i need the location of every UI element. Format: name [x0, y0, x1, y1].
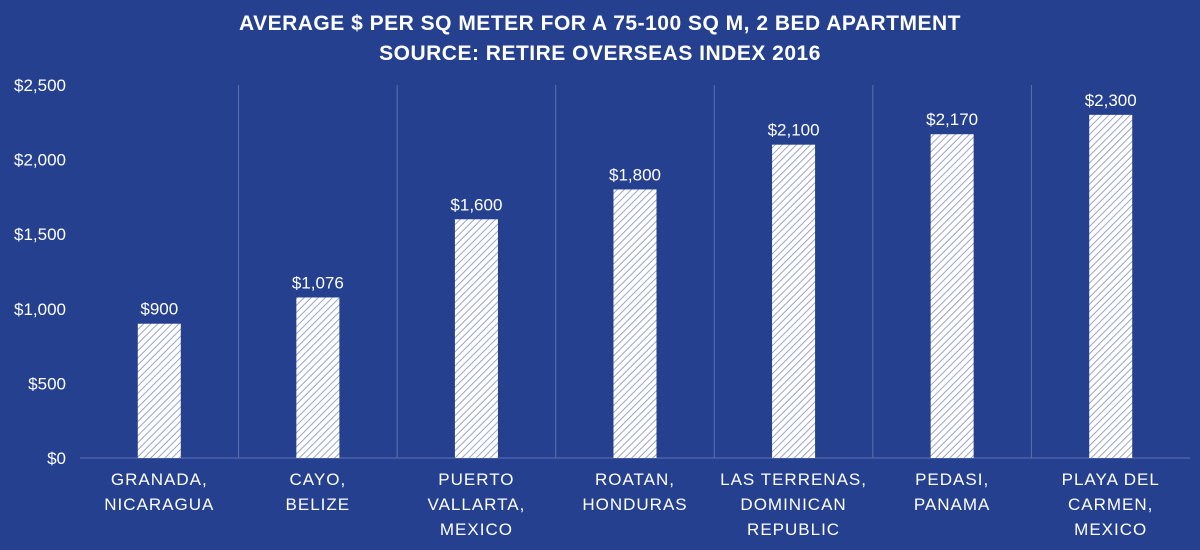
data-label: $1,076 — [292, 273, 344, 292]
x-tick-label: REPUBLIC — [747, 520, 840, 539]
data-labels: $900 $1,076 $1,600 $1,800 $2,100 $2,170 $2,300 — [140, 91, 1136, 319]
x-tick-label: PANAMA — [914, 495, 991, 514]
y-tick-label: $2,000 — [14, 151, 66, 170]
x-tick-label: HONDURAS — [582, 495, 687, 514]
x-tick-label: GRANADA, — [111, 470, 208, 489]
bars — [137, 114, 1133, 458]
x-tick-label: NICARAGUA — [104, 495, 214, 514]
data-label: $2,100 — [768, 121, 820, 140]
x-tick-label: BELIZE — [286, 495, 351, 514]
y-tick-label: $2,500 — [14, 76, 66, 95]
chart-title-line-1: AVERAGE $ PER SQ METER FOR A 75-100 SQ M… — [239, 12, 961, 35]
bar — [1089, 114, 1133, 458]
bar — [930, 134, 974, 458]
x-tick-label: MEXICO — [1074, 520, 1147, 539]
x-tick-label: CARMEN, — [1068, 495, 1153, 514]
y-tick-label: $500 — [28, 374, 66, 393]
data-label: $1,600 — [450, 195, 502, 214]
bar — [137, 323, 181, 458]
bar — [296, 297, 340, 458]
x-axis: GRANADA, NICARAGUA CAYO, BELIZE PUERTO VALLAR… — [104, 470, 1160, 539]
data-label: $2,300 — [1085, 91, 1137, 110]
bar — [454, 219, 498, 458]
bar — [772, 144, 816, 458]
data-label: $1,800 — [609, 165, 661, 184]
x-tick-label: ROATAN, — [595, 470, 675, 489]
x-tick-label: DOMINICAN — [740, 495, 846, 514]
y-tick-label: $1,500 — [14, 225, 66, 244]
data-label: $900 — [140, 300, 178, 319]
x-tick-label: PUERTO — [438, 470, 514, 489]
x-tick-label: VALLARTA, — [428, 495, 526, 514]
x-tick-label: MEXICO — [440, 520, 513, 539]
data-label: $2,170 — [926, 110, 978, 129]
y-axis: $0 $500 $1,000 $1,500 $2,000 $2,500 — [14, 76, 66, 468]
x-tick-label: PEDASI, — [915, 470, 989, 489]
x-tick-label: LAS TERRENAS, — [720, 470, 867, 489]
x-tick-label: CAYO, — [290, 470, 347, 489]
y-tick-label: $0 — [47, 449, 66, 468]
bar — [613, 189, 657, 458]
y-tick-label: $1,000 — [14, 300, 66, 319]
x-tick-label: PLAYA DEL — [1062, 470, 1160, 489]
chart-title-line-2: SOURCE: RETIRE OVERSEAS INDEX 2016 — [379, 42, 821, 65]
